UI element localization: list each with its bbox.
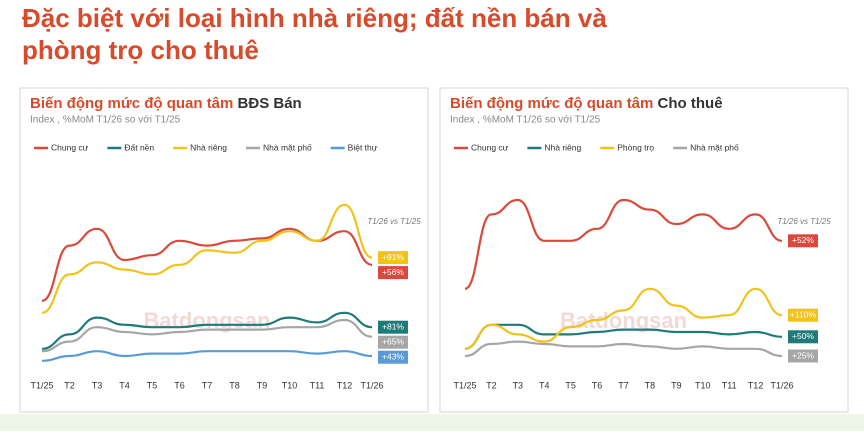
legend-label: Chung cư (471, 142, 509, 152)
x-tick-label: T6 (174, 380, 185, 390)
x-tick-label: T11 (722, 380, 737, 390)
end-label-box (378, 335, 408, 349)
x-tick-label: T10 (695, 380, 711, 390)
series-line (464, 340, 783, 358)
footer-strip (0, 414, 864, 431)
x-tick-label: T4 (539, 380, 550, 390)
end-label-box (378, 350, 408, 364)
x-tick-label: T7 (618, 380, 629, 390)
legend-label: Phòng trọ (617, 142, 654, 152)
series-line (41, 311, 373, 350)
x-tick-label: T9 (257, 380, 268, 390)
panel (19, 87, 429, 413)
chart-title-highlight: BĐS Bán (238, 95, 302, 112)
legend-label: Đất nền (124, 142, 154, 152)
annotation: T1/26 vs T1/25 (777, 217, 831, 226)
x-tick-label: T1/26 (770, 380, 793, 390)
page-title: phòng trọ cho thuê (22, 35, 259, 65)
end-label-box (788, 234, 818, 248)
end-label-box (378, 320, 408, 334)
x-tick-label: T5 (565, 380, 576, 390)
x-tick-label: T8 (229, 380, 240, 390)
series-line (464, 323, 783, 350)
chart-title-highlight: Cho thuê (658, 95, 723, 112)
legend-label: Biệt thự (348, 142, 378, 152)
chart-subtitle: Index , %MoM T1/26 so với T1/25 (30, 115, 181, 126)
chart-title-main: Biến động mức độ quan tâm (450, 95, 653, 112)
legend-label: Nhà riêng (544, 142, 581, 152)
series-line (41, 203, 373, 314)
x-tick-label: T1/25 (453, 380, 476, 390)
end-label: +52% (792, 235, 814, 245)
end-label: +25% (792, 350, 814, 360)
x-tick-label: T11 (310, 380, 325, 390)
end-label-box (788, 349, 818, 363)
end-label: +91% (382, 252, 404, 262)
end-label-box (378, 266, 408, 280)
end-label-box (788, 330, 818, 344)
x-tick-label: T12 (748, 380, 764, 390)
annotation: T1/26 vs T1/25 (367, 217, 421, 226)
panel (439, 87, 849, 413)
chart-title-main: Biến động mức độ quan tâm (30, 95, 233, 112)
end-label: +50% (792, 331, 814, 341)
x-tick-label: T1/26 (360, 380, 383, 390)
end-label-box (378, 251, 408, 265)
legend-label: Nhà riêng (190, 142, 227, 152)
x-tick-label: T8 (645, 380, 656, 390)
x-tick-label: T1/25 (30, 380, 53, 390)
x-tick-label: T9 (671, 380, 682, 390)
x-tick-label: T5 (147, 380, 158, 390)
x-tick-label: T3 (92, 380, 103, 390)
end-label-box (788, 308, 818, 322)
series-line (464, 287, 783, 350)
legend-label: Nhà mặt phố (690, 142, 739, 152)
x-tick-label: T3 (513, 380, 524, 390)
end-label: +65% (382, 336, 404, 346)
series-line (41, 318, 373, 353)
page-title: Đặc biệt với loại hình nhà riêng; đất nề… (22, 3, 607, 33)
chart-subtitle: Index , %MoM T1/26 so với T1/25 (450, 115, 601, 126)
end-label: +110% (790, 309, 817, 319)
legend-label: Nhà mặt phố (263, 142, 312, 152)
x-tick-label: T2 (486, 380, 497, 390)
x-tick-label: T2 (64, 380, 75, 390)
end-label: +56% (382, 267, 404, 277)
x-tick-label: T12 (337, 380, 353, 390)
series-line (464, 198, 783, 290)
series-line (41, 350, 373, 362)
x-tick-label: T4 (119, 380, 130, 390)
legend-label: Chung cư (51, 142, 89, 152)
chart-title: Biến động mức độ quan tâm BĐS Bán (30, 95, 302, 112)
end-label: +81% (382, 321, 404, 331)
x-tick-label: T6 (592, 380, 603, 390)
chart-title: Biến động mức độ quan tâm Cho thuê (450, 95, 723, 112)
end-label: +43% (382, 351, 404, 361)
x-tick-label: T7 (202, 380, 213, 390)
x-tick-label: T10 (282, 380, 298, 390)
